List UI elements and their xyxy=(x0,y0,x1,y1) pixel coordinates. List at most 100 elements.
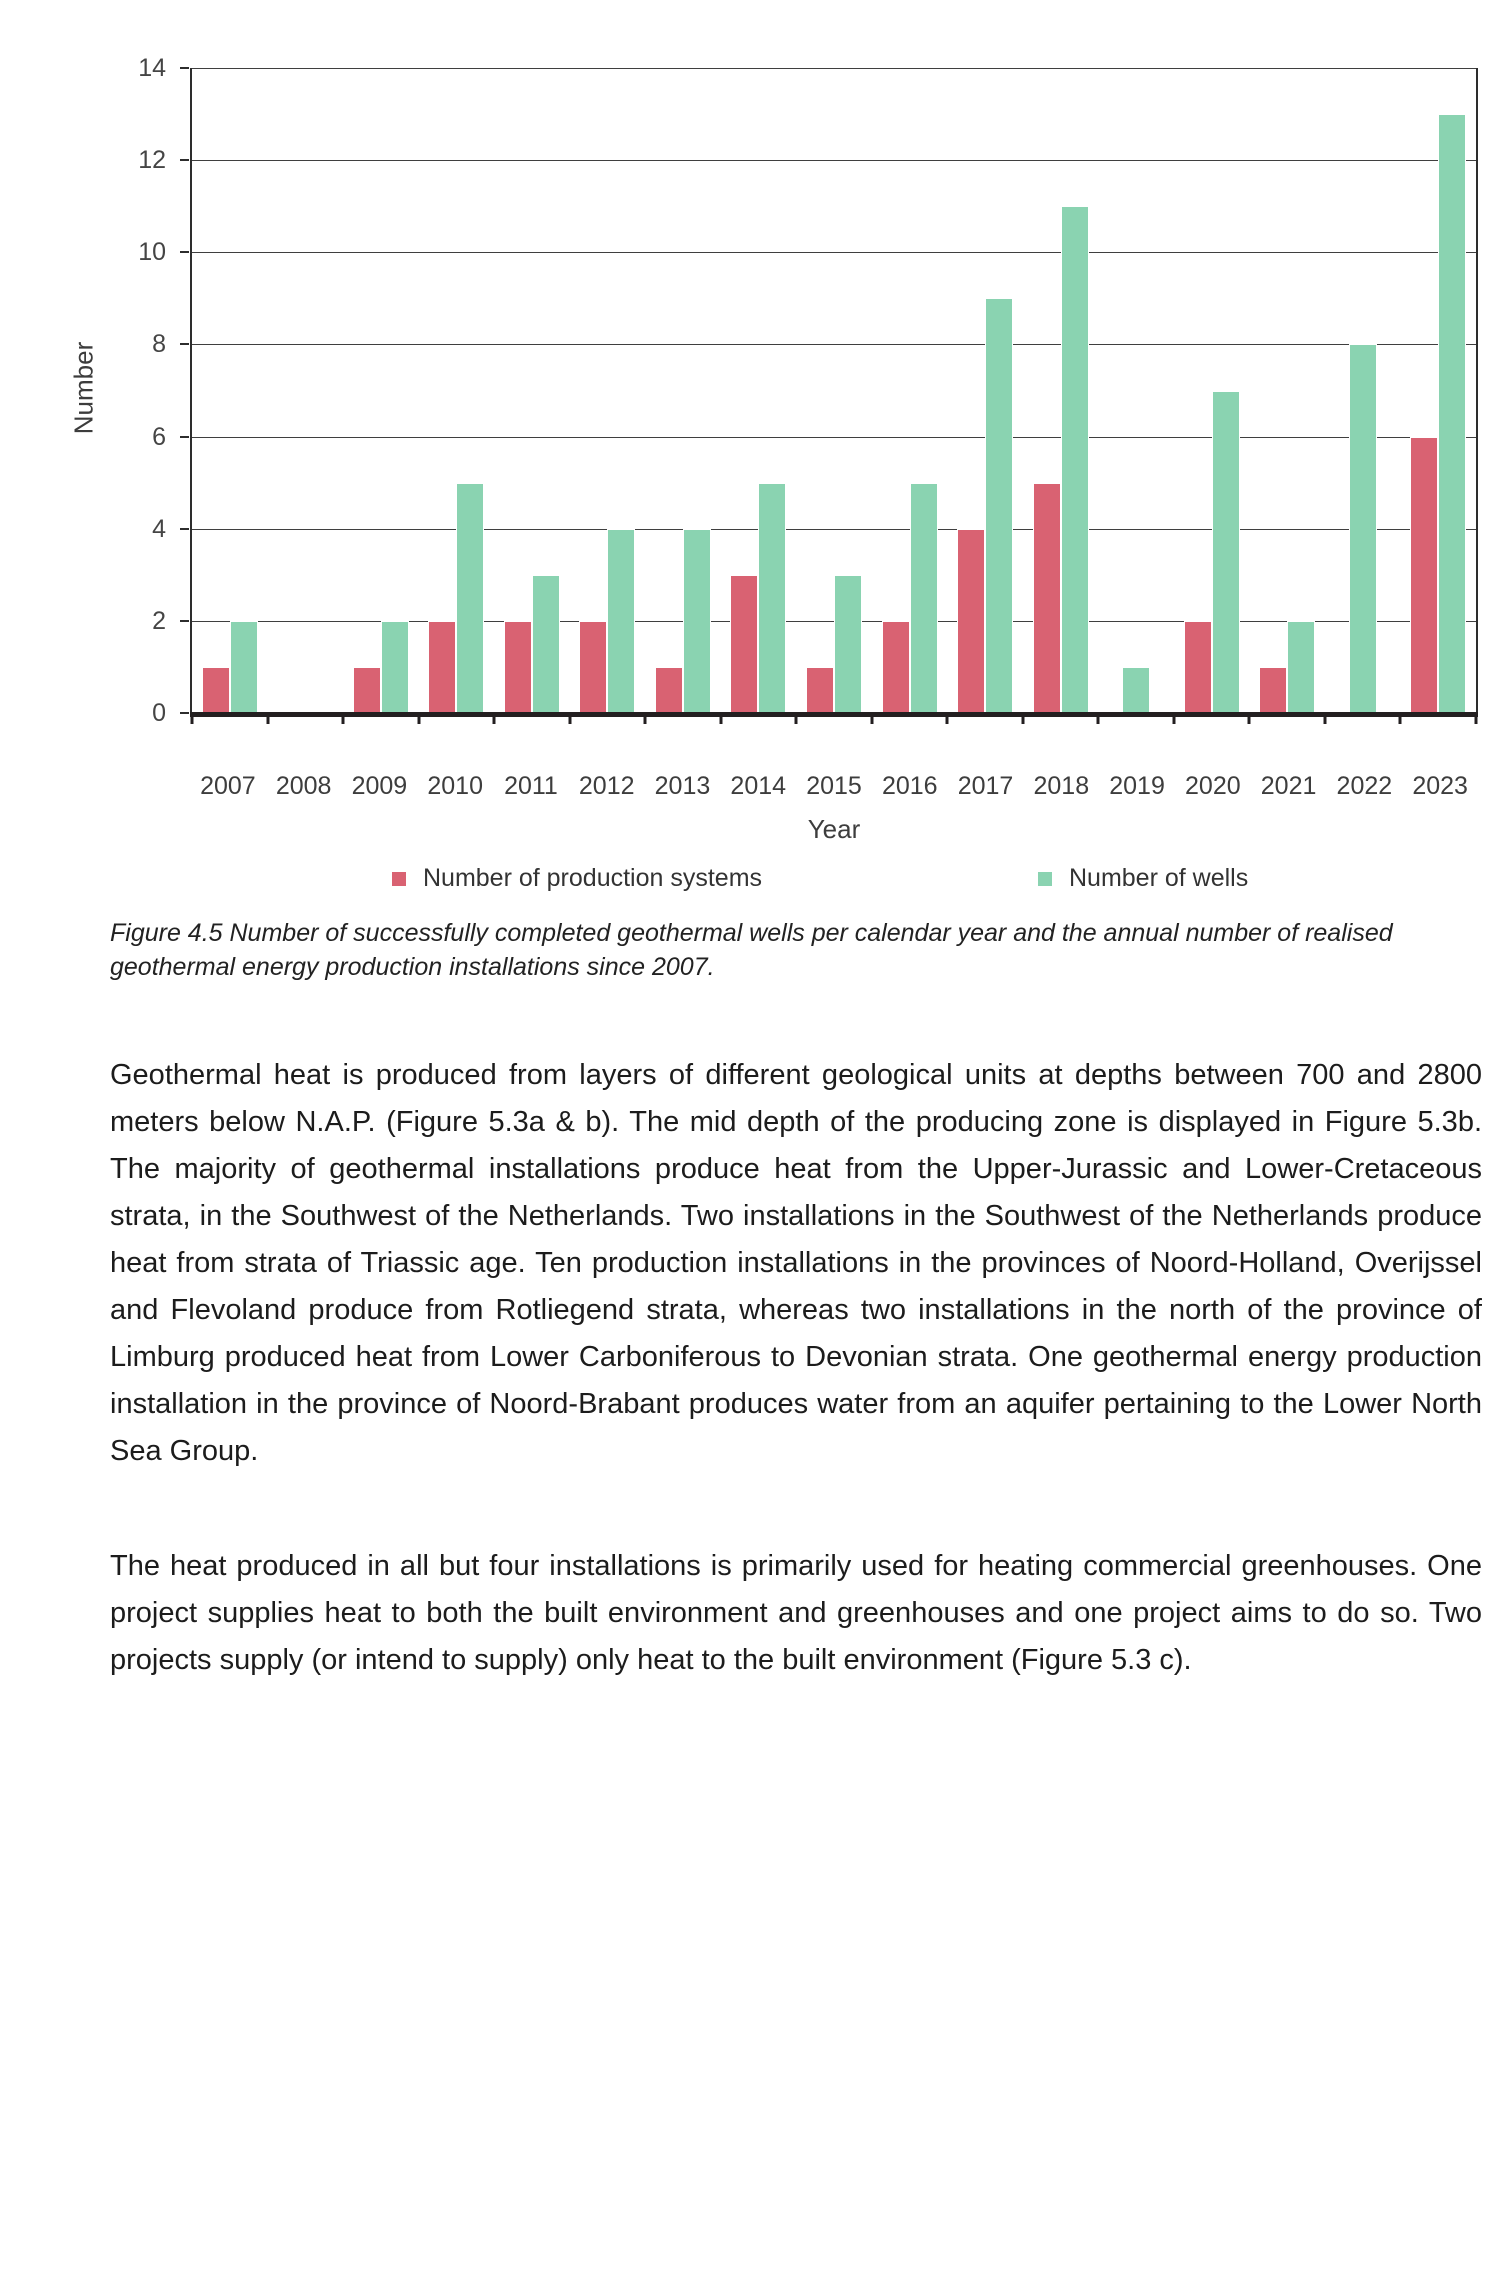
bar-2011-number-of-wells xyxy=(531,574,560,713)
x-tick-label-2019: 2019 xyxy=(1109,772,1165,800)
x-tick-mark-10 xyxy=(945,714,949,724)
gridline-10 xyxy=(192,252,1476,254)
bar-2015-number-of-wells xyxy=(834,574,863,713)
body-paragraph-1: Geothermal heat is produced from layers … xyxy=(110,1059,1482,1467)
category-2012 xyxy=(570,68,646,713)
figure-4-5-chart: Number 2007 2008 2009 2010 2011 2012 2013 2014 2… xyxy=(0,0,1508,905)
y-tick-mark-12 xyxy=(180,159,189,162)
gridline-4 xyxy=(192,528,1476,530)
bar-2009-number-of-production-systems xyxy=(352,666,381,713)
category-2023 xyxy=(1401,68,1477,713)
bar-2023-number-of-production-systems xyxy=(1410,436,1439,713)
x-tick-mark-5 xyxy=(568,714,572,724)
bar-2013-number-of-production-systems xyxy=(654,666,683,713)
x-tick-label-2013: 2013 xyxy=(654,772,711,800)
category-2007 xyxy=(192,68,268,713)
bar-2014-number-of-wells xyxy=(758,482,787,713)
legend-item-number-of-wells: Number of wells xyxy=(1038,864,1248,893)
y-tick-mark-4 xyxy=(180,527,189,530)
x-tick-label-2022: 2022 xyxy=(1336,772,1393,800)
bar-2007-number-of-production-systems xyxy=(201,666,230,713)
bar-2010-number-of-production-systems xyxy=(428,620,457,713)
category-2018 xyxy=(1023,68,1099,713)
bar-2011-number-of-production-systems xyxy=(503,620,532,713)
category-2010 xyxy=(419,68,495,713)
plot-area xyxy=(190,68,1478,724)
x-tick-mark-6 xyxy=(643,714,647,724)
x-tick-mark-11 xyxy=(1021,714,1025,724)
bar-2021-number-of-wells xyxy=(1287,620,1316,713)
bar-2015-number-of-production-systems xyxy=(806,666,835,713)
category-2020 xyxy=(1174,68,1250,713)
bar-2017-number-of-wells xyxy=(985,298,1014,713)
bar-2012-number-of-wells xyxy=(607,528,636,713)
y-tick-mark-8 xyxy=(180,343,189,346)
legend-item-number-of-production-systems: Number of production systems xyxy=(392,864,762,893)
x-tick-mark-9 xyxy=(870,714,874,724)
y-tick-mark-14 xyxy=(180,67,189,69)
category-2022 xyxy=(1325,68,1401,713)
bar-2018-number-of-production-systems xyxy=(1032,482,1061,713)
y-tick-mark-10 xyxy=(180,251,189,254)
bar-2016-number-of-wells xyxy=(909,482,938,713)
x-tick-mark-3 xyxy=(417,714,421,724)
figure-caption: Figure 4.5 Number of successfully comple… xyxy=(110,919,1393,981)
x-axis-title: Year xyxy=(807,814,861,844)
x-axis-tick-labels: 2007 2008 2009 2010 2011 2012 2013 2014 2015 2016… xyxy=(190,772,1478,801)
y-tick-label-2: 2 xyxy=(152,606,166,635)
y-tick-label-6: 6 xyxy=(152,422,166,451)
x-tick-mark-2 xyxy=(341,714,345,724)
x-tick-mark-7 xyxy=(719,714,723,724)
x-tick-label-2007: 2007 xyxy=(200,772,256,800)
bar-2016-number-of-production-systems xyxy=(881,620,910,713)
x-tick-label-2015: 2015 xyxy=(806,772,862,800)
x-tick-mark-1 xyxy=(266,714,270,724)
text-block: Figure 4.5 Number of successfully comple… xyxy=(110,916,1482,1752)
y-tick-label-4: 4 xyxy=(152,514,166,543)
gridline-8 xyxy=(192,344,1476,346)
legend-swatch-number-of-wells xyxy=(1038,871,1052,886)
bar-2012-number-of-production-systems xyxy=(579,620,608,713)
x-tick-mark-14 xyxy=(1247,714,1251,724)
x-tick-mark-8 xyxy=(794,714,798,724)
x-tick-label-2008: 2008 xyxy=(275,772,332,800)
legend-label-number-of-production-systems: Number of production systems xyxy=(423,864,763,892)
x-tick-label-2023: 2023 xyxy=(1412,772,1468,800)
y-tick-mark-6 xyxy=(180,435,189,438)
category-2011 xyxy=(494,68,570,713)
bar-2014-number-of-production-systems xyxy=(730,574,759,713)
x-tick-mark-15 xyxy=(1323,714,1327,724)
y-tick-mark-2 xyxy=(180,619,189,622)
gridline-14 xyxy=(192,68,1476,69)
y-tick-label-0: 0 xyxy=(152,699,166,727)
x-tick-label-2010: 2010 xyxy=(427,772,483,800)
x-axis-line xyxy=(190,712,1478,717)
x-tick-label-2018: 2018 xyxy=(1033,772,1090,800)
legend-label-number-of-wells: Number of wells xyxy=(1069,864,1249,892)
x-tick-label-2009: 2009 xyxy=(351,772,408,800)
x-tick-label-2014: 2014 xyxy=(730,772,787,800)
bar-2007-number-of-wells xyxy=(229,620,258,713)
category-2008 xyxy=(268,68,344,713)
bar-2018-number-of-wells xyxy=(1060,206,1089,713)
y-tick-label-14: 14 xyxy=(138,54,166,82)
category-2013 xyxy=(645,68,721,713)
bar-2009-number-of-wells xyxy=(380,620,409,713)
bar-groups xyxy=(192,68,1476,713)
category-2017 xyxy=(947,68,1023,713)
x-tick-mark-13 xyxy=(1172,714,1176,724)
y-tick-label-10: 10 xyxy=(138,238,166,267)
category-2015 xyxy=(796,68,872,713)
y-tick-mark-0 xyxy=(180,712,189,714)
x-tick-label-2011: 2011 xyxy=(504,772,558,800)
bar-2020-number-of-wells xyxy=(1211,390,1240,713)
bar-2019-number-of-wells xyxy=(1122,666,1151,713)
x-tick-label-2020: 2020 xyxy=(1185,772,1241,800)
x-tick-mark-16 xyxy=(1398,714,1402,724)
legend-swatch-number-of-production-systems xyxy=(392,871,406,886)
x-tick-label-2016: 2016 xyxy=(881,772,938,800)
bar-2021-number-of-production-systems xyxy=(1259,666,1288,713)
gridline-2 xyxy=(192,620,1476,622)
category-2019 xyxy=(1098,68,1174,713)
x-tick-mark-17 xyxy=(1474,714,1478,724)
